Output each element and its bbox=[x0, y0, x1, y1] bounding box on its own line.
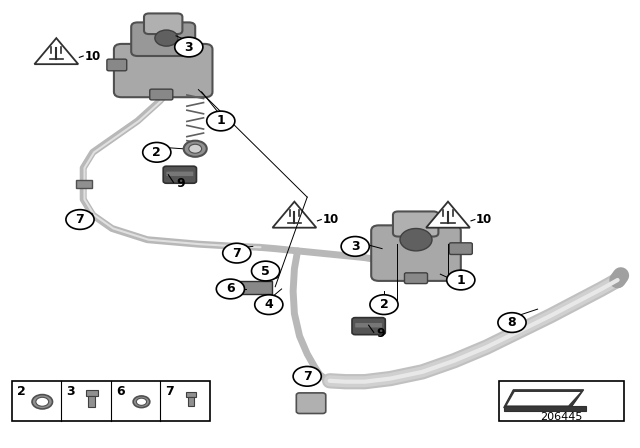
Text: 2: 2 bbox=[17, 385, 26, 398]
Circle shape bbox=[36, 397, 49, 406]
FancyBboxPatch shape bbox=[188, 397, 194, 406]
Text: 9: 9 bbox=[376, 327, 385, 340]
FancyBboxPatch shape bbox=[76, 180, 92, 188]
Text: 4: 4 bbox=[264, 298, 273, 311]
Text: 10: 10 bbox=[84, 49, 100, 63]
FancyBboxPatch shape bbox=[107, 59, 127, 71]
Text: 6: 6 bbox=[116, 385, 124, 398]
Circle shape bbox=[341, 237, 369, 256]
Circle shape bbox=[66, 210, 94, 229]
FancyBboxPatch shape bbox=[12, 381, 210, 421]
FancyBboxPatch shape bbox=[150, 89, 173, 100]
Circle shape bbox=[498, 313, 526, 332]
Text: 1: 1 bbox=[456, 273, 465, 287]
Circle shape bbox=[32, 395, 52, 409]
FancyBboxPatch shape bbox=[114, 44, 212, 97]
Text: 7: 7 bbox=[303, 370, 312, 383]
Polygon shape bbox=[186, 392, 196, 397]
FancyBboxPatch shape bbox=[504, 406, 586, 411]
Text: 206445: 206445 bbox=[540, 412, 583, 422]
Circle shape bbox=[293, 366, 321, 386]
Polygon shape bbox=[273, 202, 316, 228]
FancyBboxPatch shape bbox=[449, 243, 472, 254]
Polygon shape bbox=[507, 392, 580, 405]
Text: 10: 10 bbox=[476, 213, 492, 226]
Circle shape bbox=[223, 243, 251, 263]
Circle shape bbox=[400, 228, 432, 251]
FancyBboxPatch shape bbox=[166, 172, 193, 176]
FancyBboxPatch shape bbox=[256, 266, 278, 278]
Circle shape bbox=[370, 295, 398, 314]
Polygon shape bbox=[504, 390, 584, 408]
Text: 6: 6 bbox=[226, 282, 235, 296]
FancyBboxPatch shape bbox=[296, 393, 326, 414]
FancyBboxPatch shape bbox=[131, 22, 195, 56]
FancyBboxPatch shape bbox=[371, 225, 461, 281]
Text: 2: 2 bbox=[152, 146, 161, 159]
Text: 7: 7 bbox=[232, 246, 241, 260]
Text: 1: 1 bbox=[216, 114, 225, 128]
FancyBboxPatch shape bbox=[88, 396, 95, 407]
FancyBboxPatch shape bbox=[163, 166, 196, 183]
Circle shape bbox=[216, 279, 244, 299]
Text: 3: 3 bbox=[184, 40, 193, 54]
Circle shape bbox=[143, 142, 171, 162]
Text: 9: 9 bbox=[176, 177, 184, 190]
FancyBboxPatch shape bbox=[355, 323, 382, 327]
Text: 8: 8 bbox=[508, 316, 516, 329]
FancyBboxPatch shape bbox=[239, 281, 272, 294]
Text: 7: 7 bbox=[76, 213, 84, 226]
Circle shape bbox=[133, 396, 150, 408]
FancyBboxPatch shape bbox=[404, 273, 428, 284]
FancyBboxPatch shape bbox=[352, 318, 385, 335]
Circle shape bbox=[175, 37, 203, 57]
Circle shape bbox=[184, 141, 207, 157]
Text: 7: 7 bbox=[165, 385, 174, 398]
FancyBboxPatch shape bbox=[393, 211, 438, 237]
Text: 3: 3 bbox=[67, 385, 75, 398]
Polygon shape bbox=[35, 38, 78, 64]
Circle shape bbox=[447, 270, 475, 290]
Circle shape bbox=[136, 398, 147, 405]
Text: 2: 2 bbox=[380, 298, 388, 311]
Circle shape bbox=[189, 144, 202, 153]
FancyBboxPatch shape bbox=[76, 213, 92, 221]
Polygon shape bbox=[86, 390, 98, 396]
Text: 10: 10 bbox=[323, 213, 339, 226]
Text: 5: 5 bbox=[261, 264, 270, 278]
Circle shape bbox=[155, 30, 178, 46]
FancyBboxPatch shape bbox=[144, 13, 182, 34]
Polygon shape bbox=[426, 202, 470, 228]
Circle shape bbox=[255, 295, 283, 314]
Circle shape bbox=[207, 111, 235, 131]
Text: 3: 3 bbox=[351, 240, 360, 253]
FancyBboxPatch shape bbox=[499, 381, 624, 421]
Circle shape bbox=[252, 261, 280, 281]
